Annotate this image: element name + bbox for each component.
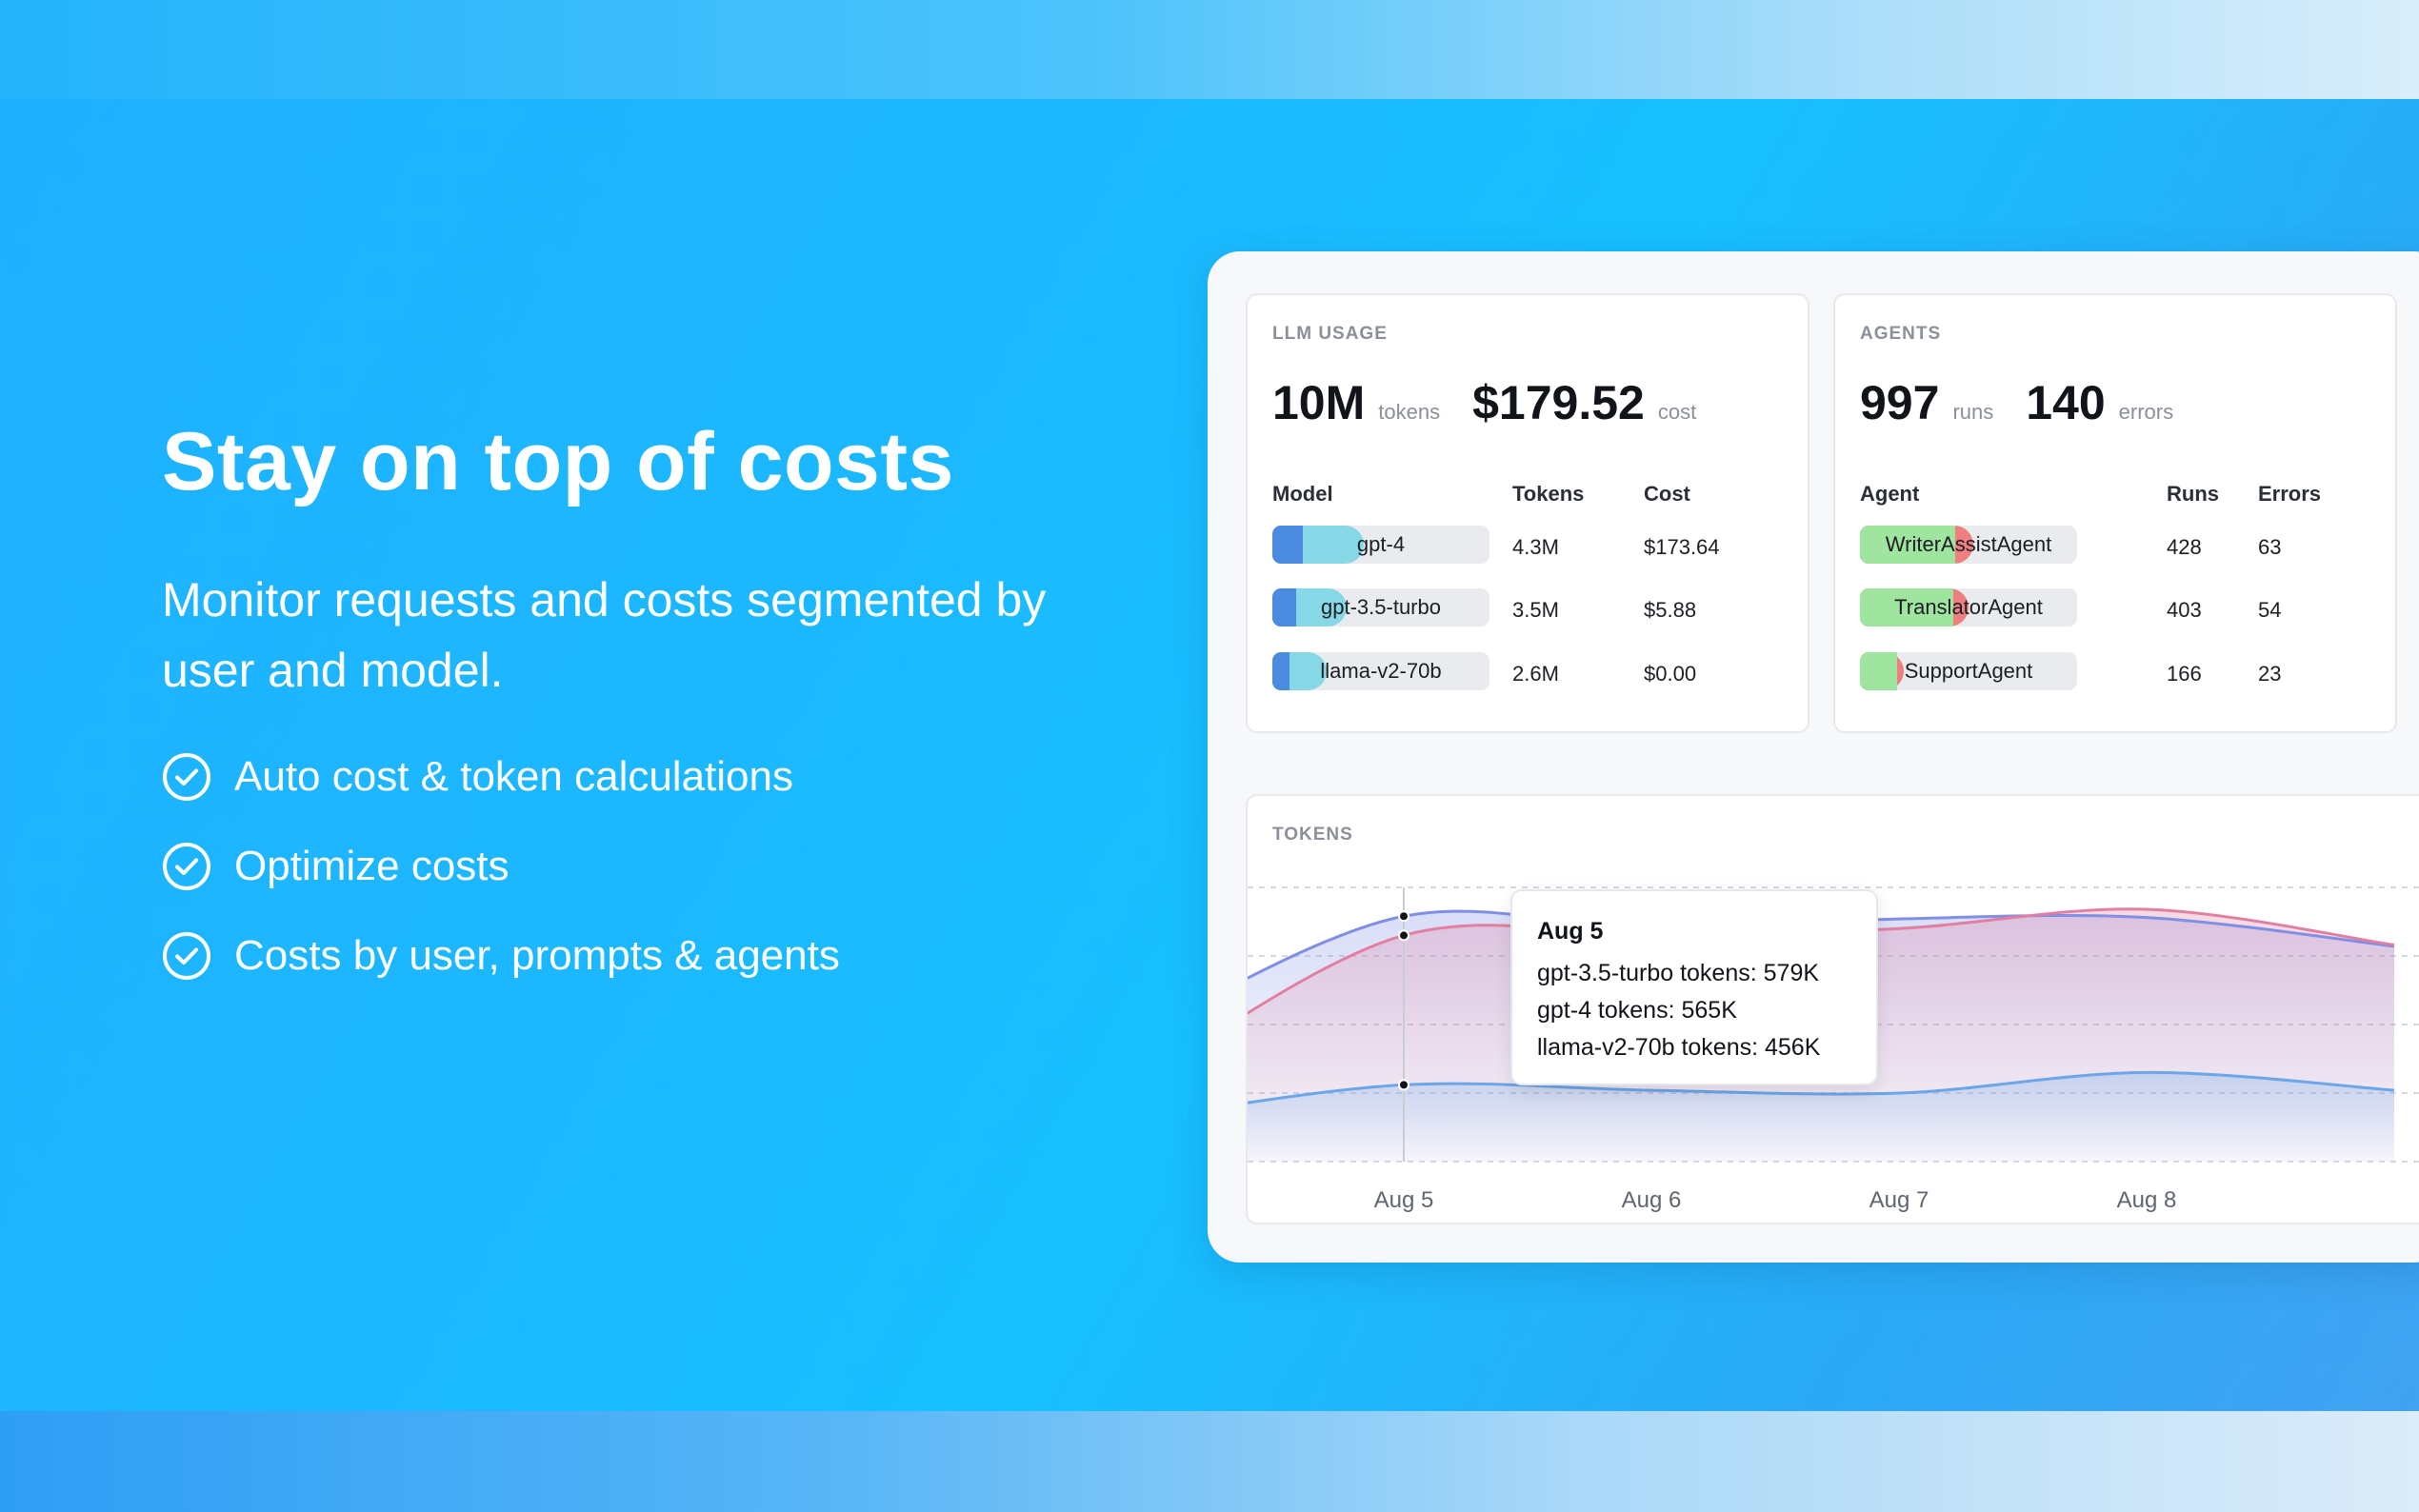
llm-usage-stats: 10M tokens $179.52 cost (1272, 375, 1729, 430)
tooltip-date: Aug 5 (1537, 918, 1604, 945)
feature-item: Optimize costs (162, 840, 840, 893)
model-tokens: 4.3M (1512, 535, 1559, 559)
agent-runs-bar: TranslatorAgent (1860, 588, 2077, 627)
total-cost-value: $179.52 (1472, 376, 1645, 429)
model-name: llama-v2-70b (1320, 659, 1442, 683)
tooltip-line: gpt-4 tokens: 565K (1537, 997, 1737, 1024)
model-name: gpt-4 (1356, 532, 1406, 556)
column-header-cost[interactable]: Cost (1644, 482, 1690, 506)
feature-item: Costs by user, prompts & agents (162, 929, 840, 983)
bar-segment-runs (1860, 652, 1897, 690)
bar-segment-dark (1272, 526, 1303, 564)
tooltip-line: llama-v2-70b tokens: 456K (1537, 1034, 1821, 1061)
tokens-chart-title: TOKENS (1272, 825, 1353, 845)
table-row[interactable]: WriterAssistAgent 428 63 (1835, 526, 2395, 569)
hero-subtitle: Monitor requests and costs segmented by … (162, 572, 1047, 697)
feature-item: Auto cost & token calculations (162, 750, 840, 804)
check-circle-icon (163, 843, 210, 890)
agent-runs: 403 (2167, 598, 2202, 622)
total-tokens-unit: tokens (1378, 400, 1441, 424)
agent-runs: 166 (2167, 662, 2202, 686)
column-header-errors[interactable]: Errors (2258, 482, 2322, 506)
top-band (0, 0, 2419, 99)
total-errors-value: 140 (2026, 376, 2106, 429)
series-area-llama-v2-70b (1248, 1072, 2394, 1162)
agent-runs-bar: WriterAssistAgent (1860, 526, 2077, 564)
hero-section: Stay on top of costs Monitor requests an… (162, 417, 1095, 706)
table-row[interactable]: llama-v2-70b 2.6M $0.00 (1248, 652, 1808, 696)
check-circle-icon (163, 932, 210, 980)
bar-segment-dark (1272, 652, 1290, 690)
llm-usage-card: LLM USAGE 10M tokens $179.52 cost Model … (1246, 293, 1809, 733)
model-cost: $5.88 (1644, 598, 1697, 622)
total-runs-unit: runs (1952, 400, 1994, 424)
model-usage-bar: gpt-3.5-turbo (1272, 588, 1489, 627)
series-line-llama-v2-70b (1248, 1070, 2395, 1104)
feature-label: Optimize costs (234, 843, 510, 889)
column-header-model[interactable]: Model (1272, 482, 1333, 506)
check-circle-icon (163, 753, 210, 801)
model-cost: $0.00 (1644, 662, 1697, 686)
agent-errors: 23 (2258, 662, 2282, 686)
agent-name: WriterAssistAgent (1885, 532, 2052, 556)
bar-segment-runs (1860, 588, 1954, 627)
feature-label: Auto cost & token calculations (234, 753, 793, 800)
dashboard-panel: LLM USAGE 10M tokens $179.52 cost Model … (1208, 251, 2419, 1263)
column-header-tokens[interactable]: Tokens (1512, 482, 1585, 506)
x-tick-label: Aug 7 (1869, 1187, 1929, 1213)
bar-segment-runs (1860, 526, 1956, 564)
feature-label: Costs by user, prompts & agents (234, 932, 840, 979)
hover-point-llama-v2-70b (1398, 1079, 1409, 1091)
table-row[interactable]: TranslatorAgent 403 54 (1835, 588, 2395, 632)
agent-name: SupportAgent (1904, 659, 2033, 683)
tooltip-line: gpt-3.5-turbo tokens: 579K (1537, 960, 1820, 986)
x-tick-label: Aug 5 (1374, 1187, 1434, 1213)
bar-segment-dark (1272, 588, 1297, 627)
column-header-agent[interactable]: Agent (1860, 482, 1920, 506)
hover-point-gpt-3.5-turbo (1398, 910, 1409, 923)
total-cost-unit: cost (1657, 400, 1697, 424)
llm-usage-title: LLM USAGE (1272, 324, 1388, 344)
column-header-runs[interactable]: Runs (2167, 482, 2219, 506)
x-tick-label: Aug 8 (2117, 1187, 2177, 1213)
agents-stats: 997 runs 140 errors (1860, 375, 2206, 430)
total-runs-value: 997 (1860, 376, 1940, 429)
chart-tooltip: Aug 5 gpt-3.5-turbo tokens: 579K gpt-4 t… (1510, 889, 1878, 1085)
agents-title: AGENTS (1860, 324, 1942, 344)
hero-title: Stay on top of costs (162, 416, 954, 507)
hover-point-gpt-4 (1398, 929, 1409, 942)
agent-errors: 54 (2258, 598, 2282, 622)
table-row[interactable]: gpt-4 4.3M $173.64 (1248, 526, 1808, 569)
model-usage-bar: gpt-4 (1272, 526, 1489, 564)
feature-list: Auto cost & token calculations Optimize … (162, 750, 840, 1019)
table-row[interactable]: gpt-3.5-turbo 3.5M $5.88 (1248, 588, 1808, 632)
agents-card: AGENTS 997 runs 140 errors Agent Runs Er… (1833, 293, 2397, 733)
model-name: gpt-3.5-turbo (1321, 595, 1441, 619)
agent-errors: 63 (2258, 535, 2282, 559)
model-cost: $173.64 (1644, 535, 1720, 559)
bottom-band (0, 1411, 2419, 1512)
total-tokens-value: 10M (1272, 376, 1366, 429)
total-errors-unit: errors (2118, 400, 2174, 424)
table-row[interactable]: SupportAgent 166 23 (1835, 652, 2395, 696)
x-tick-label: Aug 6 (1622, 1187, 1682, 1213)
agent-runs: 428 (2167, 535, 2202, 559)
model-tokens: 2.6M (1512, 662, 1559, 686)
agent-runs-bar: SupportAgent (1860, 652, 2077, 690)
agent-name: TranslatorAgent (1894, 595, 2043, 619)
model-tokens: 3.5M (1512, 598, 1559, 622)
model-usage-bar: llama-v2-70b (1272, 652, 1489, 690)
